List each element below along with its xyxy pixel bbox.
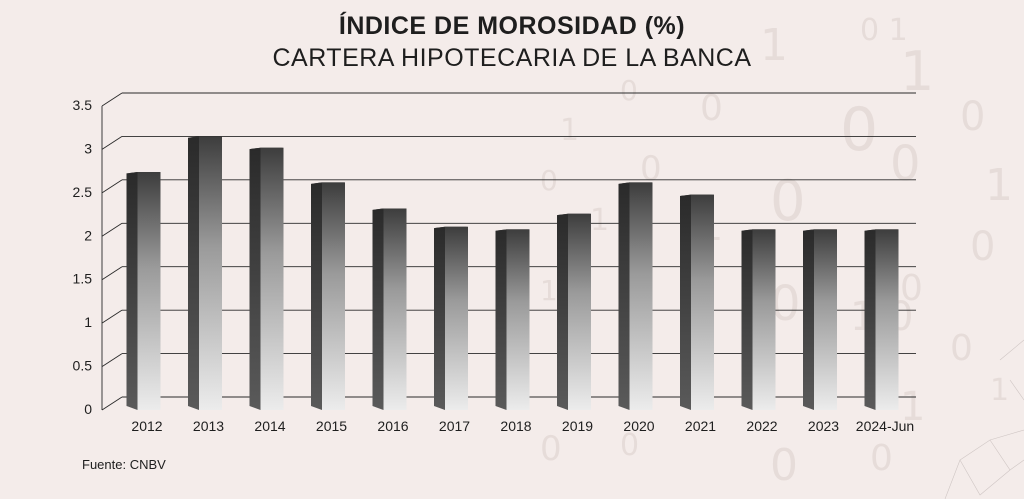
bar-2013 [188,136,222,410]
svg-text:1: 1 [900,40,934,103]
x-tick-label: 2015 [316,418,347,434]
svg-text:0: 0 [700,88,723,129]
svg-text:1: 1 [590,203,609,238]
gridline-side [101,396,123,411]
bar-side [618,182,630,410]
x-tick-label: 2022 [746,418,777,434]
x-tick-label: 2012 [131,418,162,434]
svg-text:0: 0 [960,94,985,140]
bar-front [445,226,468,410]
svg-text:0: 0 [950,328,973,369]
bar-front [260,147,284,411]
source-note: Fuente: CNBV [82,457,166,472]
gridline-side [101,179,123,194]
bar-front [137,172,161,410]
bar-front [322,182,345,410]
bar-front [199,136,222,410]
svg-text:1: 1 [760,20,788,71]
bar-front [568,213,591,410]
svg-text:0: 0 [640,149,662,189]
bar-side [864,229,876,410]
x-tick-label: 2020 [623,418,654,434]
svg-text:1: 1 [540,274,558,307]
y-tick-label: 0 [84,401,92,417]
svg-text:0: 0 [900,268,923,309]
gridline-side [101,353,123,367]
svg-text:0: 0 [870,438,893,479]
x-tick-label: 2018 [500,418,531,434]
svg-text:1: 1 [560,113,579,148]
bar-side [495,229,507,410]
gridline-side [101,266,123,281]
x-tick-label: 2016 [377,418,408,434]
bar-front [814,229,837,410]
y-tick-label: 1 [84,314,92,330]
svg-text:1: 1 [985,160,1013,211]
bar-side [434,226,445,410]
gridline-side [101,136,123,150]
bar-2015 [311,182,345,410]
bar-side [372,208,384,410]
bar-side [557,213,568,410]
svg-text:0: 0 [770,440,798,491]
svg-text:0: 0 [890,136,921,192]
gridline-side [101,309,123,324]
bar-2020 [618,182,653,410]
y-tick-label: 1.5 [73,271,93,287]
bar-2019 [557,213,591,410]
x-tick-label: 2017 [439,418,470,434]
y-tick-label: 3 [84,140,92,156]
y-tick-label: 0.5 [73,358,93,374]
bar-2017 [434,226,468,410]
bar-2012 [126,172,161,410]
bar-front [752,229,776,410]
bar-2024-Jun [864,229,899,410]
x-tick-label: 2024-Jun [856,418,914,434]
bar-front [506,229,530,410]
svg-text:0: 0 [620,74,638,107]
bar-front [629,182,653,410]
bar-side [311,182,322,410]
x-tick-label: 2014 [254,418,285,434]
bar-front [875,229,899,410]
bar-side [680,194,691,410]
x-tick-label: 2021 [685,418,716,434]
svg-text:0 1: 0 1 [860,13,908,48]
bar-side [249,147,261,411]
svg-text:0: 0 [540,429,562,469]
gridline-side [101,92,123,107]
bar-2014 [249,147,284,411]
svg-text:0: 0 [970,224,995,270]
bar-side [188,136,199,410]
chart-subtitle: CARTERA HIPOTECARIA DE LA BANCA [272,44,752,72]
chart-title: ÍNDICE DE MOROSIDAD (%) [338,12,686,40]
y-tick-label: 2 [84,227,92,243]
bar-front [691,194,714,410]
bar-2021 [680,194,714,410]
bar-side [803,229,814,410]
bar-front [383,208,407,410]
svg-text:0: 0 [620,428,639,463]
svg-text:0: 0 [540,164,558,197]
gridline-side [101,222,123,237]
bar-2022 [741,229,776,410]
bar-side [126,172,138,410]
bar-2023 [803,229,837,410]
x-tick-label: 2019 [562,418,593,434]
x-tick-label: 2013 [193,418,224,434]
bar-2018 [495,229,530,410]
svg-text:1: 1 [900,384,925,430]
y-tick-label: 2.5 [73,184,93,200]
svg-text:1: 1 [990,373,1009,408]
x-tick-label: 2023 [808,418,839,434]
bar-side [741,229,753,410]
bar-2016 [372,208,407,410]
svg-text:0: 0 [840,95,878,165]
y-tick-label: 3.5 [73,97,93,113]
